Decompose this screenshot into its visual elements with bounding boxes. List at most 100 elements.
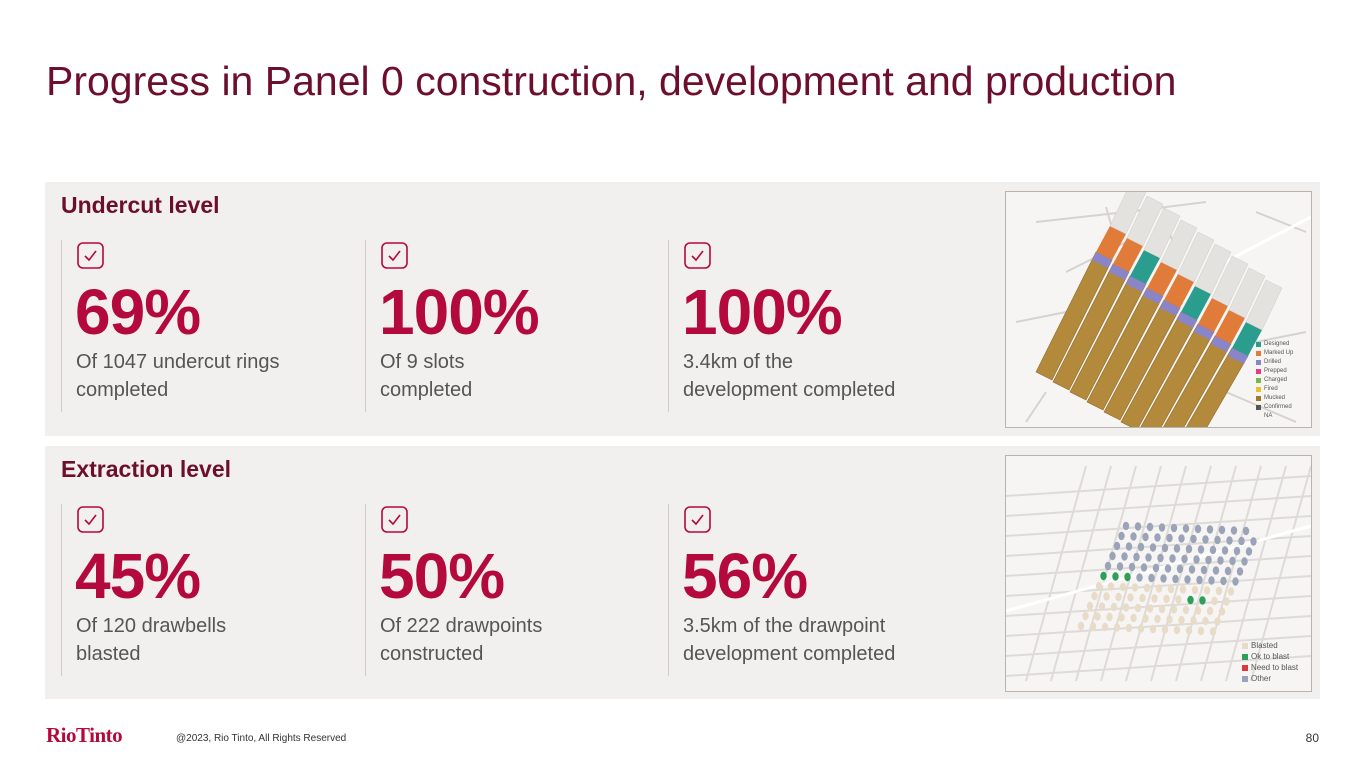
drawbell-marker [1100,571,1107,581]
map-drift-line [1150,465,1212,682]
drawbell-marker [1190,616,1197,625]
undercut-stat-rings: 69% Of 1047 undercut rings completed [61,240,352,412]
drawbell-marker [1139,593,1146,603]
drawbell-marker [1152,563,1160,573]
drawbell-marker [1214,617,1221,626]
undercut-strip-band [1228,348,1248,364]
drawbell-marker [1106,612,1113,622]
map-drift-line [1006,615,1311,637]
drawbell-marker [1218,607,1226,616]
stat-desc-line: constructed [380,643,484,665]
legend-item: Confirmed [1256,403,1293,412]
drawbell-marker [1157,553,1164,563]
undercut-stat-slots: 100% Of 9 slots completed [365,240,656,412]
map-drift-line [1006,495,1311,517]
legend-label: Ok to blast [1251,652,1290,661]
drawbell-marker [1148,573,1155,583]
drawbell-marker [1146,522,1154,532]
stat-desc-line: development completed [683,379,896,401]
drawbell-marker [1134,522,1142,531]
drawbell-marker [1175,595,1182,604]
undercut-strip-band [1194,324,1214,340]
drawbell-marker [1118,531,1125,541]
legend-label: Charged [1264,377,1288,383]
drawbell-marker [1190,534,1197,544]
drawbell-marker [1089,622,1097,631]
stat-value: 45% [75,540,201,612]
drawbell-marker [1238,536,1245,546]
drawbell-marker [1104,561,1112,571]
map-drift-line [1050,465,1112,682]
drawbell-marker [1209,545,1217,555]
checkbox-icon [77,242,104,269]
undercut-map-drawing [1015,192,1311,427]
drawbell-marker [1223,597,1230,606]
stat-value: 56% [682,540,808,612]
page-number: 80 [1305,731,1319,745]
legend-label: Drilled [1264,359,1282,365]
legend-label: Fired [1264,386,1278,392]
drawbell-marker [1151,594,1158,603]
drawbell-marker [1113,541,1121,551]
legend-swatch [1256,387,1261,392]
map-drift-line [1250,465,1311,682]
drawbell-marker [1166,615,1173,624]
drawbell-marker [1167,584,1175,594]
drawbell-marker [1154,614,1161,624]
drawbell-marker [1224,566,1232,576]
extraction-heading: Extraction level [61,456,232,482]
legend-swatch [1256,360,1261,365]
drawbell-marker [1155,584,1163,593]
map-drift-line [1006,515,1311,537]
drawbell-marker [1233,546,1241,556]
undercut-stat-development: 100% 3.4km of the development completed [668,240,959,412]
stat-desc-line: completed [380,379,473,401]
legend-label: Mucked [1264,395,1286,401]
drawbell-marker [1142,532,1149,542]
stat-description: Of 1047 undercut rings completed [76,348,366,404]
drawbell-marker [1161,543,1169,553]
drawbell-marker [1121,552,1128,561]
drawbell-marker [1217,556,1224,565]
checkbox-icon [684,242,711,269]
legend-swatch [1256,369,1261,374]
drawbell-marker [1203,586,1211,595]
drawbell-marker [1170,605,1178,614]
drawbell-marker [1122,521,1130,531]
drawbell-marker [1178,615,1185,625]
drawbell-marker [1134,603,1142,613]
drawbell-marker [1209,627,1217,636]
undercut-strip-designed [1194,243,1232,295]
undercut-strip-top [1096,226,1126,260]
drawbell-marker [1193,555,1200,564]
drawbell-marker [1194,606,1202,615]
extraction-stat-drawpoints: 50% Of 222 drawpoints constructed [365,504,656,676]
legend-item: Prepped [1256,367,1293,376]
undercut-strip-band [1126,276,1146,292]
map-drift-line [1100,465,1162,682]
legend-swatch [1242,664,1248,671]
drawbell-marker [1113,623,1121,632]
drawbell-marker [1182,605,1190,615]
stat-description: 3.4km of the development completed [683,348,973,404]
legend-item: Other [1242,673,1298,684]
undercut-legend: Designed Marked Up Drilled Prepped Charged Fi… [1256,340,1293,421]
drawbell-marker [1199,596,1206,605]
drawbell-marker [1119,582,1127,592]
drawbell-marker [1208,576,1215,585]
legend-label: Blasted [1251,641,1278,650]
drawbell-marker [1112,572,1119,581]
undercut-strip-band [1109,264,1129,280]
drawbell-marker [1245,547,1253,556]
drawbell-marker [1115,592,1122,602]
drawbell-marker [1161,625,1169,634]
undercut-strip-designed [1228,267,1266,319]
drawbell-marker [1128,562,1136,572]
legend-item: Need to blast [1242,662,1298,673]
legend-label: Confirmed [1264,404,1292,410]
drawbell-marker [1142,614,1149,623]
drawbell-marker [1241,557,1248,566]
drawbell-marker [1215,586,1223,596]
undercut-strip-designed [1109,192,1147,235]
drawbell-marker [1136,573,1143,582]
